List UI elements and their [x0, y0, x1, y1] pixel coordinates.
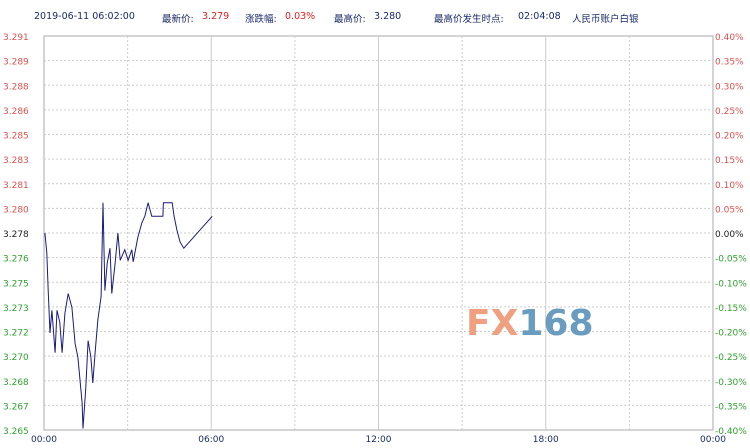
y-tick-label: 3.270 [3, 353, 29, 363]
y-tick-label: 3.291 [3, 33, 29, 43]
y2-tick-label: -0.05% [715, 255, 747, 265]
watermark-logo: FX168 [466, 303, 594, 344]
y2-tick-label: 0.30% [715, 82, 744, 92]
y-tick-label: 3.281 [3, 181, 29, 191]
y-tick-label: 3.267 [3, 402, 29, 412]
y2-tick-label: 0.05% [715, 205, 744, 215]
y2-tick-label: -0.35% [715, 402, 747, 412]
y-tick-label: 3.272 [3, 329, 29, 339]
high-time-value: 02:04:08 [518, 11, 561, 22]
y2-tick-label: 0.40% [715, 33, 744, 43]
y2-tick-label: 0.20% [715, 132, 744, 142]
high-label: 最高价: [334, 14, 366, 25]
y-tick-label: 3.268 [3, 378, 29, 388]
high-time-label: 最高价发生时点: [434, 14, 504, 25]
latest-value: 3.279 [202, 11, 230, 22]
x-tick-label: 12:00 [366, 435, 392, 445]
x-tick-label: 00:00 [700, 435, 726, 445]
y-tick-label: 3.285 [3, 132, 29, 142]
y2-tick-label: 0.35% [715, 58, 744, 68]
y2-tick-label: 0.00% [715, 230, 744, 240]
y2-tick-label: -0.30% [715, 378, 747, 388]
high-value: 3.280 [374, 11, 402, 22]
y-tick-label: 3.273 [3, 304, 29, 314]
change-label: 涨跌幅: [245, 14, 277, 25]
y2-tick-label: -0.25% [715, 353, 747, 363]
y2-tick-label: 0.10% [715, 181, 744, 191]
y2-tick-label: 0.25% [715, 107, 744, 117]
y2-tick-label: -0.15% [715, 304, 747, 314]
instrument-name: 人民币账户白银 [572, 14, 639, 25]
x-tick-label: 06:00 [198, 435, 224, 445]
y-tick-label: 3.276 [3, 255, 29, 265]
x-tick-label: 18:00 [533, 435, 559, 445]
y-tick-label: 3.288 [3, 82, 29, 92]
y2-tick-label: 0.15% [715, 156, 744, 166]
y-tick-label: 3.283 [3, 156, 29, 166]
y2-tick-label: -0.40% [715, 427, 747, 437]
y-tick-label: 3.275 [3, 279, 29, 289]
latest-label: 最新价: [162, 14, 194, 25]
y-tick-label: 3.280 [3, 205, 29, 215]
y-tick-label: 3.289 [3, 58, 29, 68]
x-tick-label: 00:00 [31, 435, 57, 445]
datetime: 2019-06-11 06:02:00 [34, 11, 135, 22]
y2-tick-label: -0.20% [715, 329, 747, 339]
y2-tick-label: -0.10% [715, 279, 747, 289]
y-tick-label: 3.265 [3, 427, 29, 437]
change-value: 0.03% [285, 11, 316, 22]
y-tick-label: 3.278 [3, 230, 29, 240]
price-line [44, 202, 213, 429]
y-tick-label: 3.286 [3, 107, 29, 117]
